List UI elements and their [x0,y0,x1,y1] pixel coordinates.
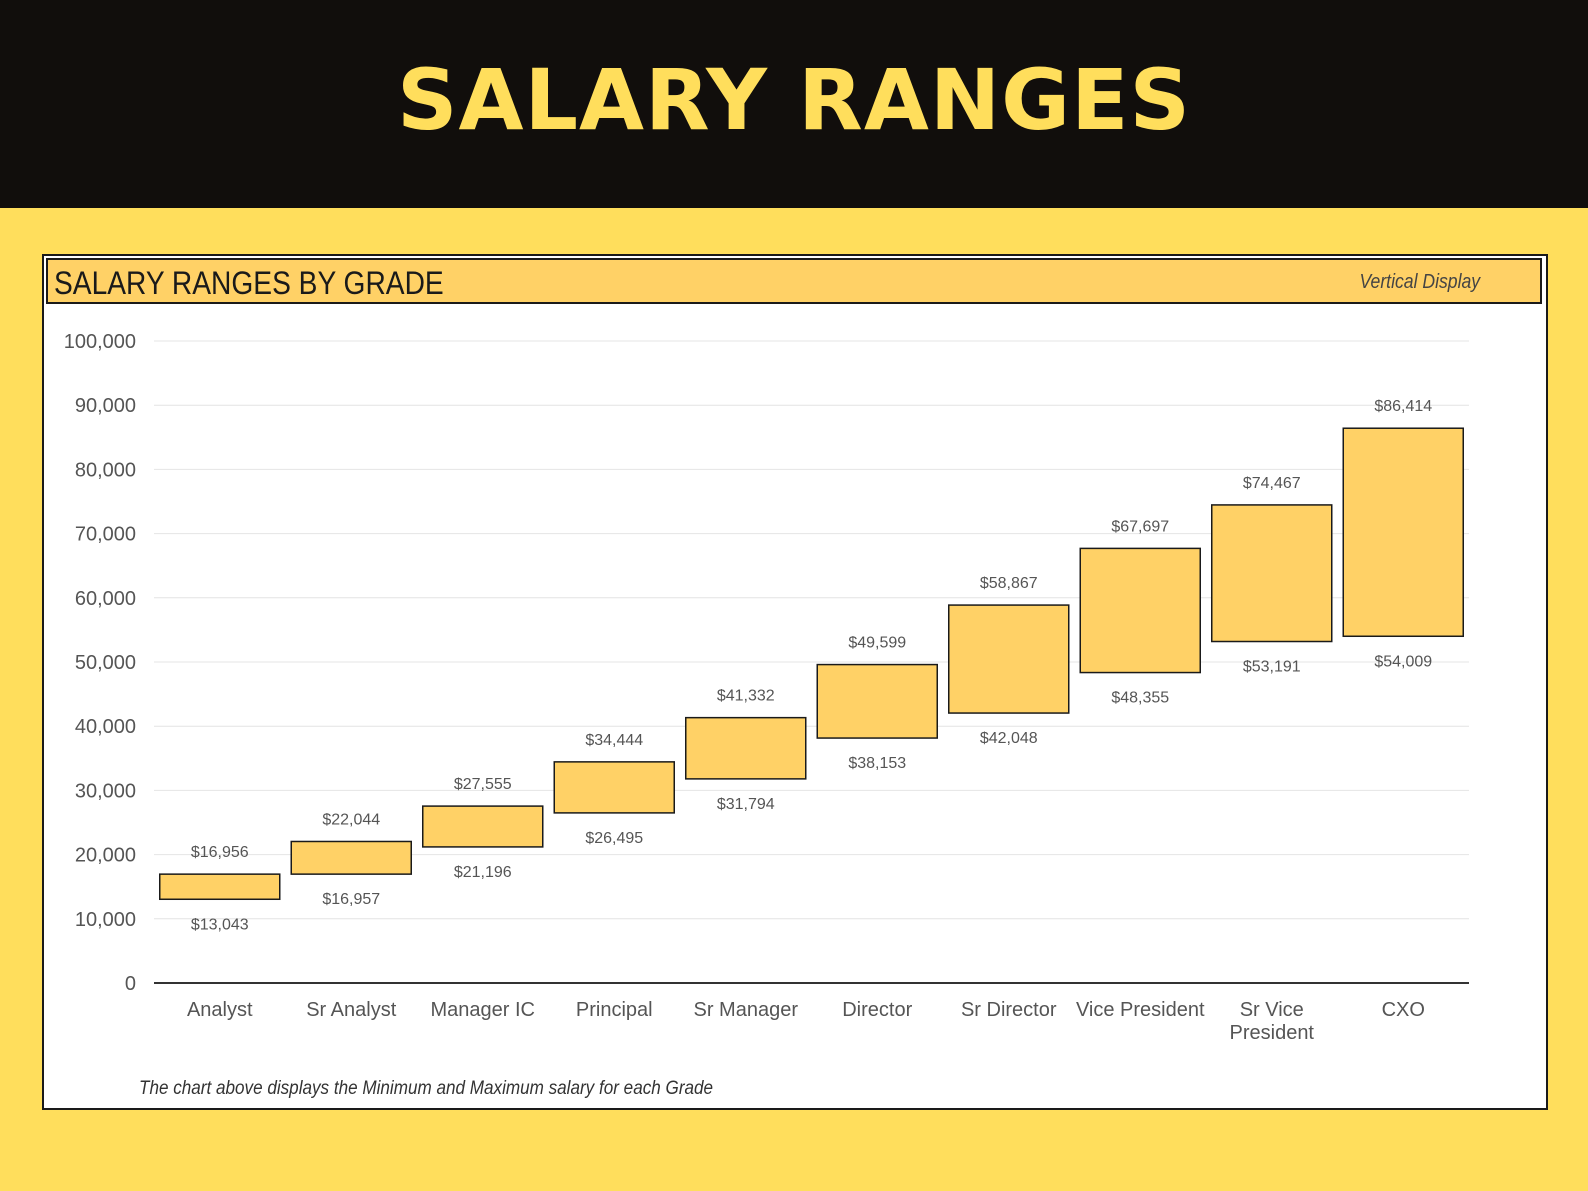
chart-subtitle: Vertical Display [1359,271,1480,293]
x-tick-label: Principal [576,999,653,1021]
max-value-label: $41,332 [717,688,775,705]
range-bar [816,663,938,739]
min-value-label: $54,009 [1374,653,1432,670]
range-bar [1211,504,1333,643]
y-tick-label: 70,000 [75,524,136,546]
y-tick-label: 10,000 [75,909,136,931]
x-tick-label: CXO [1382,999,1425,1021]
max-value-label: $49,599 [848,635,906,652]
min-value-label: $38,153 [848,755,906,772]
min-value-label: $42,048 [980,730,1038,747]
max-value-label: $34,444 [585,732,643,749]
x-tick-label: President [1230,1022,1315,1044]
max-value-label: $67,697 [1111,518,1169,535]
x-tick-label: Sr Director [961,999,1057,1021]
range-bar [1079,547,1201,674]
min-value-label: $31,794 [717,796,775,813]
y-tick-label: 60,000 [75,588,136,610]
x-tick-label: Vice President [1076,999,1205,1021]
x-tick-label: Manager IC [431,999,536,1021]
range-bar [1342,427,1464,638]
chart-card: SALARY RANGES BY GRADE Vertical Display … [42,254,1548,1110]
range-bar [290,840,412,875]
x-tick-label: Director [842,999,912,1021]
min-value-label: $53,191 [1243,659,1301,676]
range-bar [553,761,675,814]
y-tick-label: 80,000 [75,459,136,481]
chart-header: SALARY RANGES BY GRADE Vertical Display [46,258,1542,304]
top-banner: SALARY RANGES [0,0,1588,208]
x-tick-label: Sr Manager [694,999,799,1021]
range-bar [948,604,1070,714]
max-value-label: $58,867 [980,575,1038,592]
max-value-label: $27,555 [454,776,512,793]
max-value-label: $74,467 [1243,475,1301,492]
y-tick-label: 30,000 [75,780,136,802]
min-value-label: $48,355 [1111,690,1169,707]
max-value-label: $22,044 [322,811,380,828]
min-value-label: $16,957 [322,891,380,908]
max-value-label: $16,956 [191,844,249,861]
range-bar [685,716,807,780]
x-tick-label: Sr Vice [1240,999,1304,1021]
y-tick-label: 40,000 [75,716,136,738]
x-tick-label: Analyst [187,999,253,1021]
y-tick-label: 20,000 [75,845,136,867]
salary-range-chart: 0 10,000 20,000 30,000 40,000 50,000 60,000 70,… [64,331,1469,1044]
min-value-label: $13,043 [191,916,249,933]
min-value-label: $26,495 [585,830,643,847]
y-tick-label: 50,000 [75,652,136,674]
min-value-label: $21,196 [454,864,512,881]
chart-title: SALARY RANGES BY GRADE [54,265,444,301]
page-title: SALARY RANGES [396,51,1192,149]
chart-footnote: The chart above displays the Minimum and… [139,1078,714,1099]
y-tick-label: 90,000 [75,395,136,417]
range-bar [159,873,281,901]
y-tick-label: 100,000 [64,331,136,353]
max-value-label: $86,414 [1374,398,1432,415]
y-tick-label: 0 [125,973,136,995]
range-bar [422,805,544,848]
x-tick-label: Sr Analyst [306,999,396,1021]
